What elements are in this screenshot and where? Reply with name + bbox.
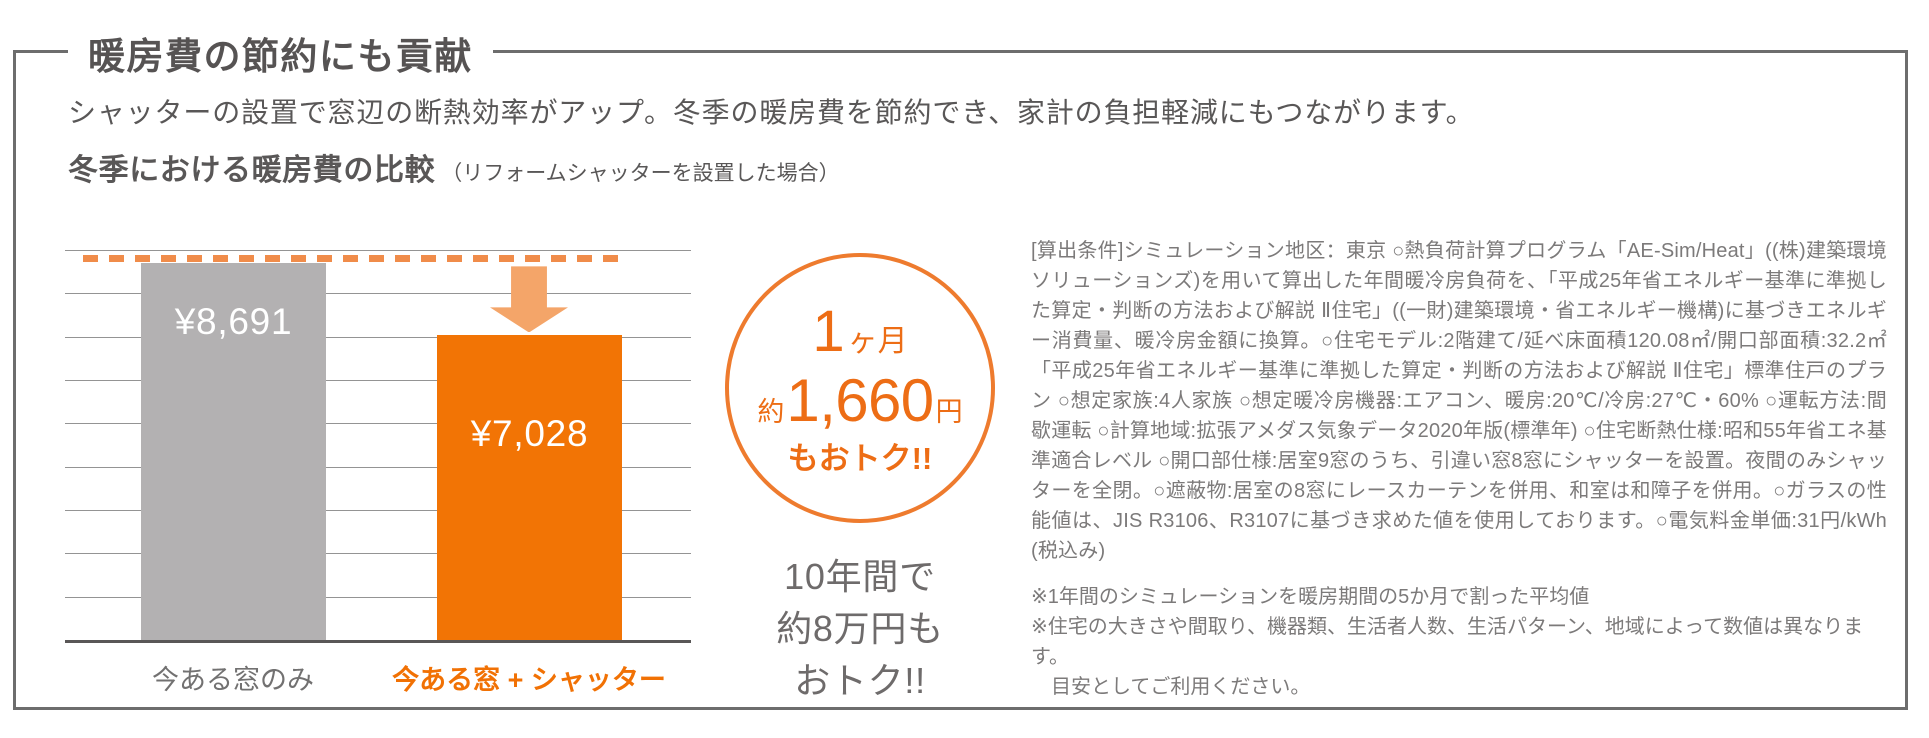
ten-year-line3: おトク!!: [794, 660, 926, 701]
bar-existing-window-only: ¥8,691: [141, 263, 326, 640]
bar-window-plus-shutter: ¥7,028: [437, 335, 622, 640]
chart-heading-note: （リフォームシャッターを設置した場合）: [441, 162, 840, 185]
gridline: [65, 293, 691, 295]
gridline: [65, 466, 691, 468]
calculation-conditions: [算出条件]シミュレーション地区：東京 ○熱負荷計算プログラム「AE-Sim/H…: [1031, 236, 1887, 702]
badge-amount-number: 1,660: [786, 366, 934, 434]
conditions-body: [算出条件]シミュレーション地区：東京 ○熱負荷計算プログラム「AE-Sim/H…: [1031, 240, 1887, 562]
gridline: [65, 423, 691, 425]
bar-value-label: ¥8,691: [174, 301, 293, 343]
badge-line-month: 1 ヶ月: [812, 298, 908, 364]
badge-otoku-text: もおトク!!: [787, 440, 933, 476]
gridline: [65, 336, 691, 338]
gridline: [65, 553, 691, 555]
badge-line-amount: 約 1,660 円: [757, 366, 963, 434]
panel-title: 暖房費の節約にも貢献: [68, 26, 493, 80]
conditions-notes: ※1年間のシミュレーションを暖房期間の5か月で割った平均値 ※住宅の大きさや間取…: [1031, 582, 1887, 702]
bordered-panel: 暖房費の節約にも貢献 シャッターの設置で窓辺の断熱効率がアップ。冬季の暖房費を節…: [13, 26, 1908, 710]
conditions-note2: ※住宅の大きさや間取り、機器類、生活者人数、生活パターン、地域によって数値は異な…: [1031, 616, 1864, 668]
monthly-savings-badge: 1 ヶ月 約 1,660 円 もおトク!!: [725, 253, 995, 523]
ten-year-savings-text: 10年間で 約8万円も おトク!!: [710, 551, 1010, 707]
savings-down-arrow-icon: [490, 266, 568, 333]
badge-month-unit: ヶ月: [847, 324, 908, 358]
ten-year-line2: 約8万円も: [776, 608, 944, 649]
badge-yen-unit: 円: [935, 396, 963, 427]
category-label-existing-window: 今ある窓のみ: [152, 665, 314, 695]
gridline: [65, 380, 691, 381]
chart-heading: 冬季における暖房費の比較 （リフォームシャッターを設置した場合）: [68, 145, 840, 189]
chart-heading-main: 冬季における暖房費の比較: [68, 154, 436, 187]
bar-value-label: ¥7,028: [470, 413, 589, 455]
lead-text: シャッターの設置で窓辺の断熱効率がアップ。冬季の暖房費を節約でき、家計の負担軽減…: [68, 97, 1475, 128]
gridline: [65, 596, 691, 598]
reference-dashed-line: [83, 255, 618, 263]
gridline: [65, 510, 691, 511]
bar-chart-plot: ¥8,691 ¥7,028: [65, 250, 691, 643]
badge-month-number: 1: [812, 298, 845, 364]
badge-approx-prefix: 約: [757, 396, 785, 427]
conditions-note2-continuation: 目安としてご利用ください。: [1051, 676, 1311, 698]
category-label-window-plus-shutter: 今ある窓 + シャッター: [392, 665, 666, 695]
ten-year-line1: 10年間で: [784, 556, 936, 597]
gridline: [65, 250, 691, 251]
conditions-note1: ※1年間のシミュレーションを暖房期間の5か月で割った平均値: [1031, 586, 1590, 608]
